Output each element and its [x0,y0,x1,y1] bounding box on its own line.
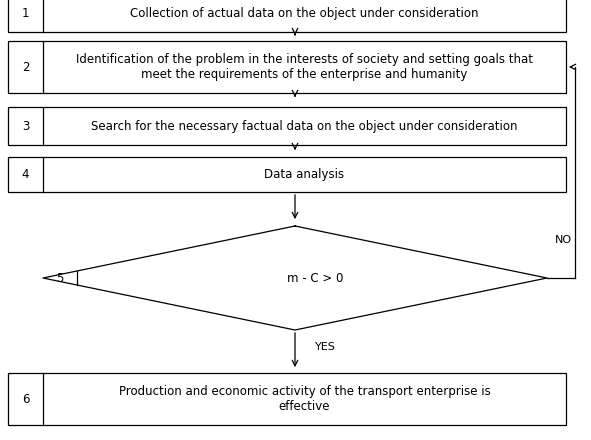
Text: Collection of actual data on the object under consideration: Collection of actual data on the object … [130,7,479,19]
Text: 2: 2 [22,61,29,73]
Text: Search for the necessary factual data on the object under consideration: Search for the necessary factual data on… [91,120,518,132]
Text: NO: NO [555,235,572,245]
Text: 6: 6 [22,392,29,406]
Bar [8,157,566,192]
Bar [8,107,566,145]
Bar [8,0,566,32]
Text: YES: YES [315,342,336,352]
Text: 4: 4 [22,168,29,181]
Text: Production and economic activity of the transport enterprise is
effective: Production and economic activity of the … [119,385,491,413]
Bar [8,373,566,425]
Text: Identification of the problem in the interests of society and setting goals that: Identification of the problem in the int… [76,53,533,81]
Text: 1: 1 [22,7,29,19]
Text: Data analysis: Data analysis [264,168,345,181]
Text: m - C > 0: m - C > 0 [287,271,343,285]
Text: 5: 5 [56,271,64,285]
Bar [8,41,566,93]
Text: 3: 3 [22,120,29,132]
